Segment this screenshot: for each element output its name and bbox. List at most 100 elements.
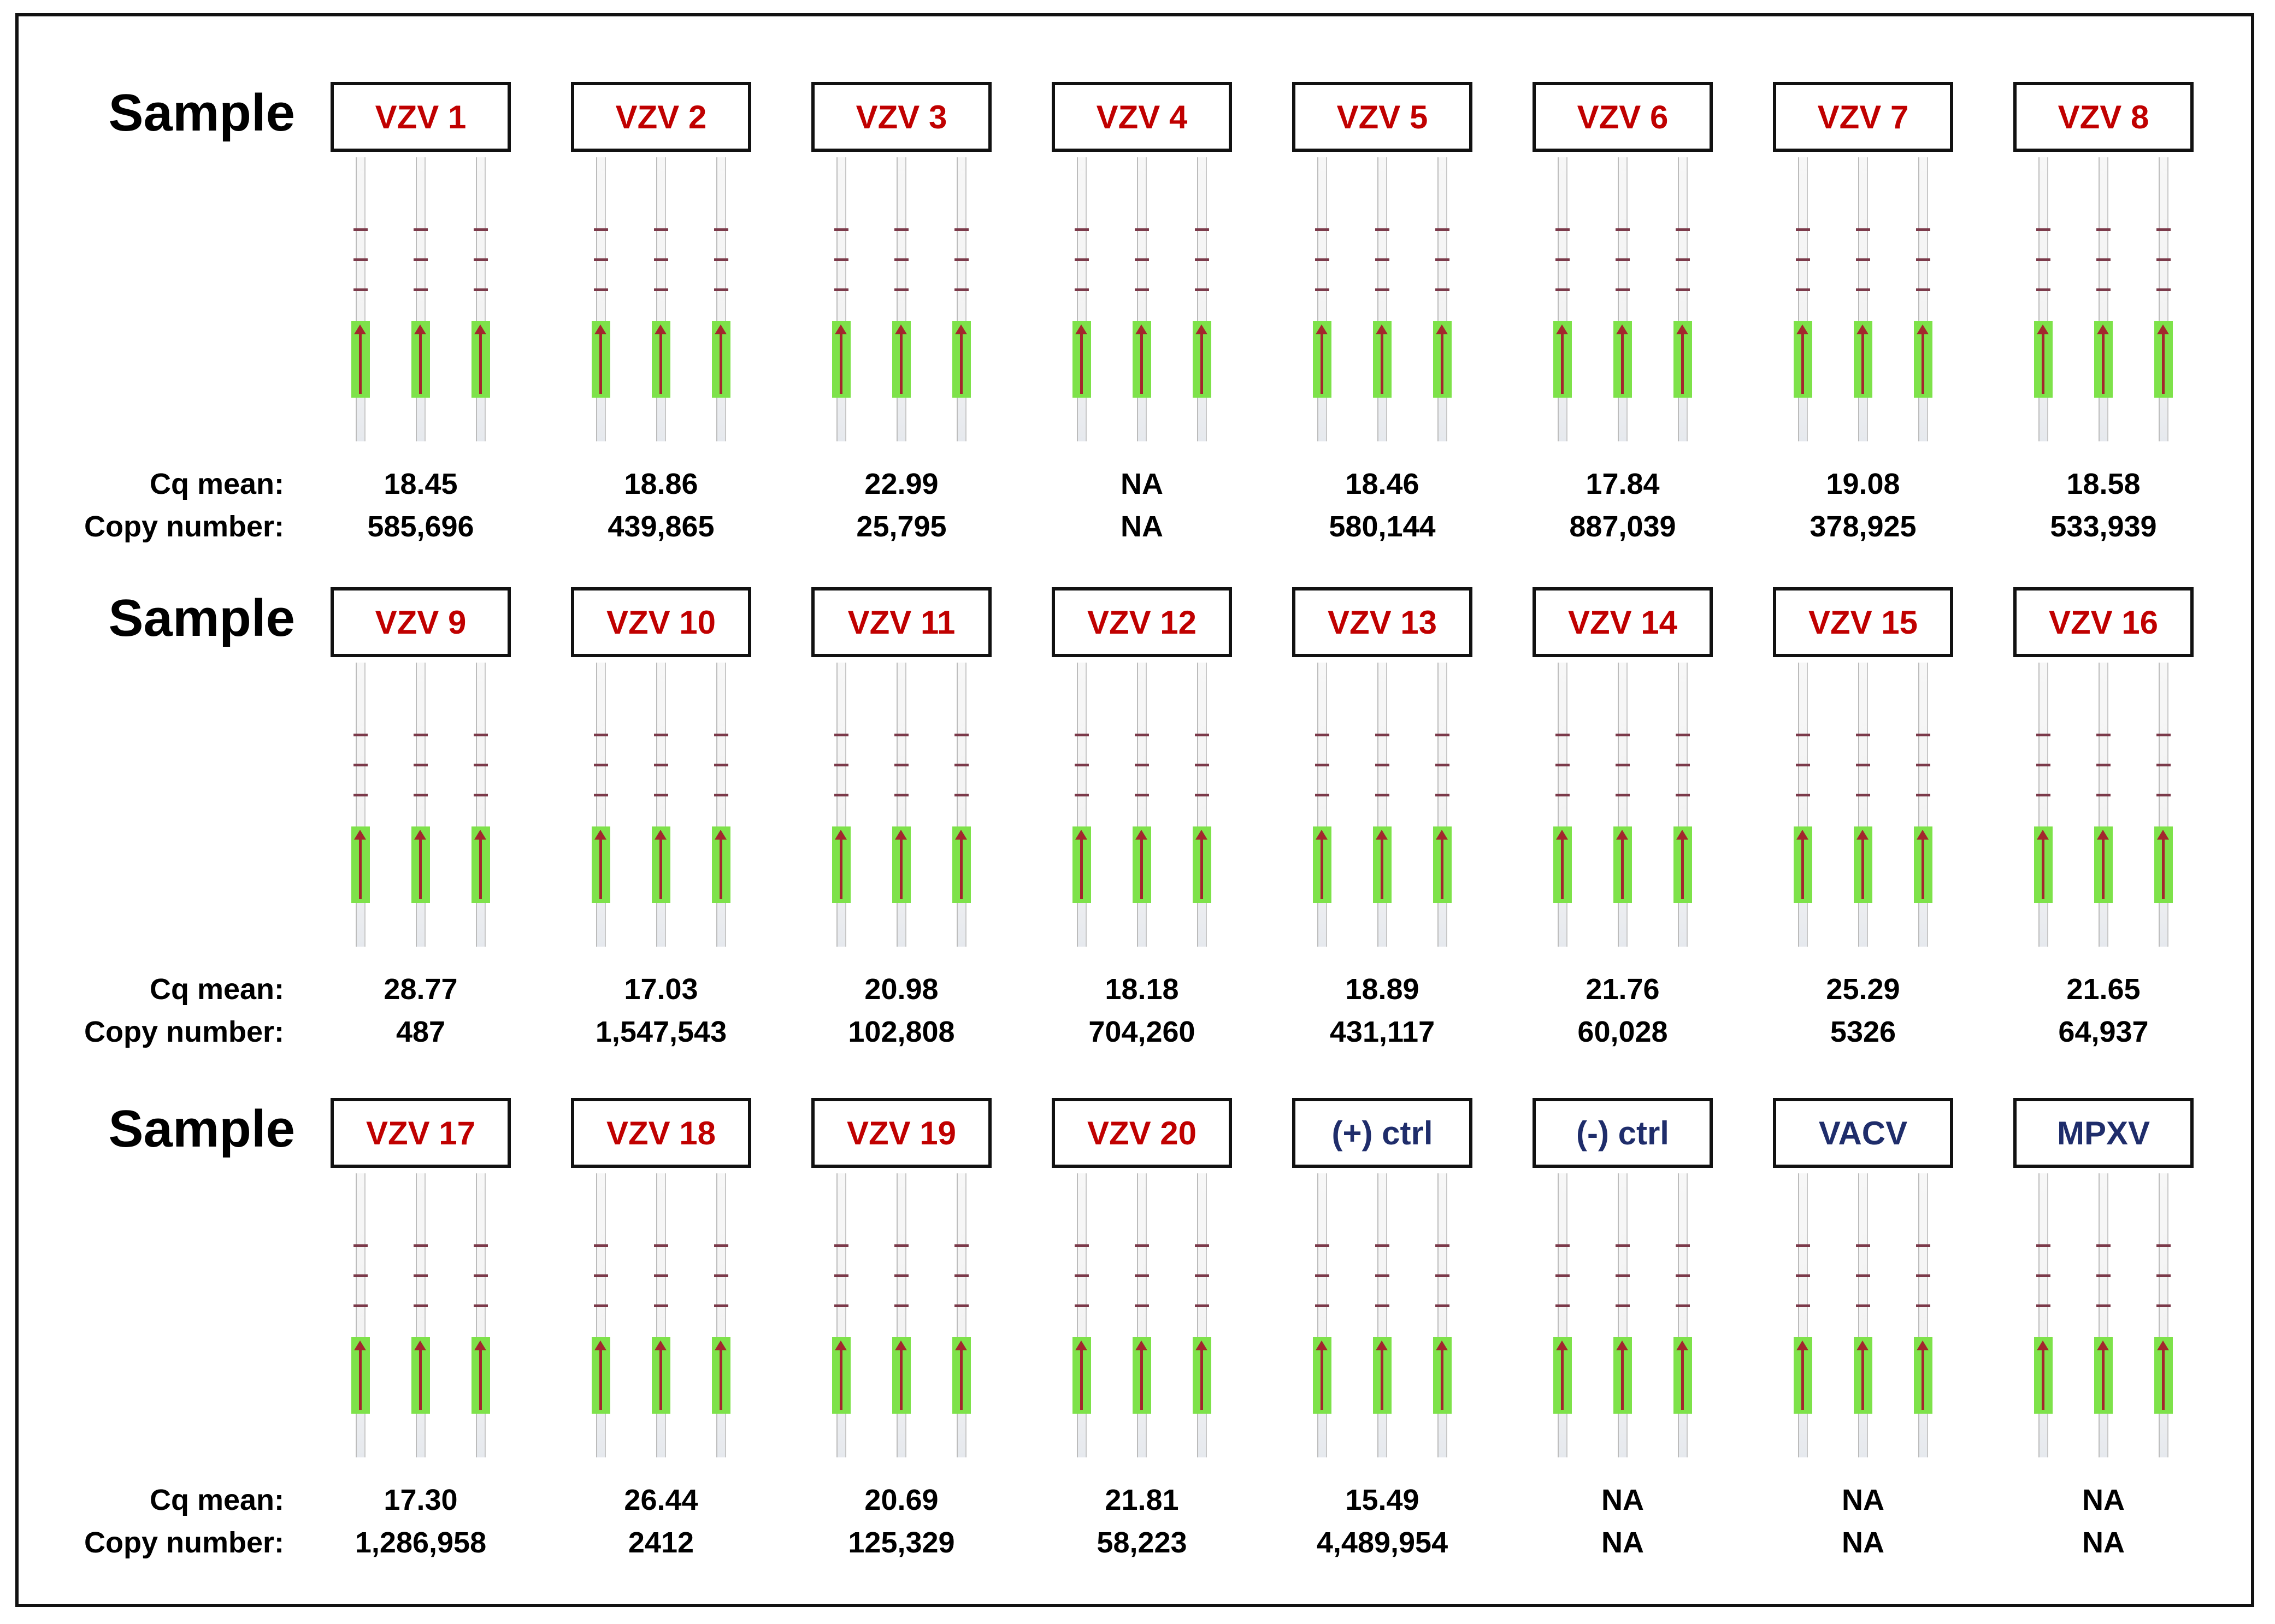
test-strip bbox=[1193, 1173, 1211, 1457]
test-strip bbox=[892, 157, 911, 441]
up-arrow-icon bbox=[895, 324, 907, 394]
test-strip bbox=[1072, 157, 1091, 441]
up-arrow-icon bbox=[474, 324, 486, 394]
test-strip bbox=[1373, 663, 1392, 947]
test-strip-group bbox=[1292, 1168, 1472, 1463]
test-line bbox=[1435, 228, 1449, 231]
test-line bbox=[1135, 228, 1149, 231]
test-strip bbox=[1914, 157, 1932, 441]
strip-body bbox=[1618, 1173, 1628, 1457]
copy-number-value: 25,795 bbox=[856, 510, 947, 543]
test-strip bbox=[592, 1173, 610, 1457]
copy-number-label: Copy number: bbox=[84, 510, 284, 543]
test-line bbox=[1435, 734, 1449, 736]
sample-block: VZV 3 bbox=[787, 82, 1016, 574]
test-strip bbox=[652, 1173, 670, 1457]
sample-block: VACV bbox=[1748, 1098, 1978, 1590]
test-line bbox=[1856, 734, 1870, 736]
control-line bbox=[1796, 1304, 1810, 1307]
strip-body bbox=[1858, 1173, 1868, 1457]
test-line bbox=[1135, 734, 1149, 736]
row-title-sample: Sample bbox=[108, 1100, 295, 1158]
control-line bbox=[2096, 1274, 2111, 1277]
up-arrow-icon bbox=[1316, 324, 1328, 394]
control-line bbox=[1135, 794, 1149, 796]
cq-mean-value: 25.29 bbox=[1826, 973, 1900, 1006]
test-strip bbox=[471, 157, 490, 441]
sample-block: VZV 20 bbox=[1027, 1098, 1257, 1590]
test-line bbox=[1676, 1244, 1690, 1247]
test-strip bbox=[1854, 1173, 1872, 1457]
up-arrow-icon bbox=[2157, 1340, 2169, 1410]
control-line bbox=[1555, 794, 1570, 796]
test-strip bbox=[2154, 157, 2173, 441]
control-line bbox=[1856, 1274, 1870, 1277]
test-line bbox=[714, 1244, 728, 1247]
test-line bbox=[1555, 1244, 1570, 1247]
copy-number-value: NA bbox=[2082, 1526, 2125, 1559]
strip-body bbox=[1798, 1173, 1808, 1457]
test-strip bbox=[1373, 157, 1392, 441]
test-strip bbox=[832, 1173, 851, 1457]
test-line bbox=[1616, 228, 1630, 231]
control-line bbox=[414, 288, 428, 291]
control-line bbox=[1616, 1304, 1630, 1307]
control-line bbox=[474, 764, 488, 766]
control-line bbox=[1796, 764, 1810, 766]
test-line bbox=[353, 734, 368, 736]
up-arrow-icon bbox=[2037, 830, 2049, 899]
control-line bbox=[1315, 288, 1329, 291]
test-line bbox=[1375, 228, 1389, 231]
control-line bbox=[474, 1274, 488, 1277]
up-arrow-icon bbox=[2097, 830, 2109, 899]
cq-mean-value: 18.86 bbox=[624, 468, 698, 500]
strip-body bbox=[1437, 663, 1447, 947]
up-arrow-icon bbox=[655, 1340, 667, 1410]
test-strip-group bbox=[571, 657, 751, 952]
sample-block: VZV 7 bbox=[1748, 82, 1978, 574]
test-line bbox=[414, 228, 428, 231]
test-line bbox=[1676, 228, 1690, 231]
copy-number-value: 64,937 bbox=[2058, 1015, 2149, 1048]
control-line bbox=[1856, 1304, 1870, 1307]
control-line bbox=[2096, 764, 2111, 766]
test-strip-group bbox=[1773, 152, 1953, 447]
strip-body bbox=[1918, 663, 1928, 947]
strip-body bbox=[596, 1173, 606, 1457]
test-line bbox=[894, 228, 909, 231]
control-line bbox=[2156, 764, 2171, 766]
strip-body bbox=[1377, 157, 1387, 441]
sample-label-box: VZV 9 bbox=[331, 587, 511, 657]
sample-block: VZV 18 bbox=[546, 1098, 776, 1590]
strip-body bbox=[1858, 663, 1868, 947]
control-line bbox=[2156, 288, 2171, 291]
cq-mean-label: Cq mean: bbox=[149, 1484, 284, 1516]
cq-mean-value: 28.77 bbox=[384, 973, 458, 1006]
sample-label-box: VZV 1 bbox=[331, 82, 511, 152]
up-arrow-icon bbox=[1917, 1340, 1929, 1410]
copy-number-value: 60,028 bbox=[1577, 1015, 1668, 1048]
up-arrow-icon bbox=[354, 324, 366, 394]
test-line bbox=[654, 228, 668, 231]
copy-number-label: Copy number: bbox=[84, 1015, 284, 1048]
up-arrow-icon bbox=[955, 830, 967, 899]
up-arrow-icon bbox=[1075, 324, 1087, 394]
sample-label-box: VZV 19 bbox=[811, 1098, 992, 1168]
up-arrow-icon bbox=[2097, 324, 2109, 394]
test-line bbox=[1796, 734, 1810, 736]
up-arrow-icon bbox=[895, 830, 907, 899]
control-line bbox=[1135, 258, 1149, 261]
sample-label-box: MPXV bbox=[2013, 1098, 2194, 1168]
control-line bbox=[954, 794, 969, 796]
control-line bbox=[1435, 764, 1449, 766]
test-line bbox=[834, 228, 848, 231]
sample-label-box: VZV 11 bbox=[811, 587, 992, 657]
strip-body bbox=[1558, 157, 1567, 441]
strip-body bbox=[716, 663, 726, 947]
control-line bbox=[894, 794, 909, 796]
sample-label-box: VZV 12 bbox=[1052, 587, 1232, 657]
control-line bbox=[2096, 1304, 2111, 1307]
control-line bbox=[1135, 288, 1149, 291]
control-line bbox=[1555, 764, 1570, 766]
cq-mean-value: 19.08 bbox=[1826, 468, 1900, 500]
